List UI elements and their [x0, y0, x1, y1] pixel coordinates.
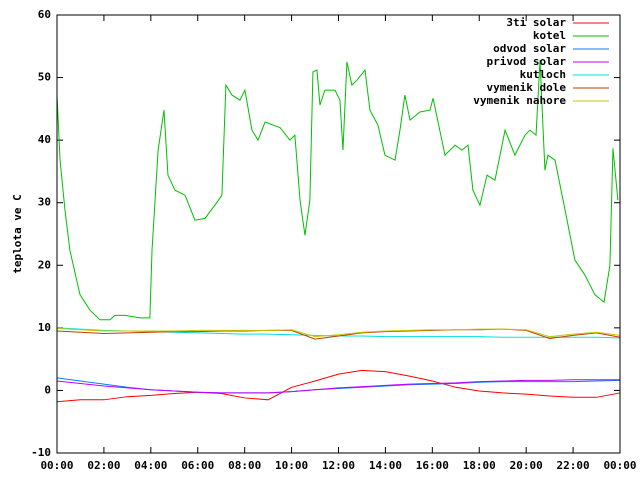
- y-tick-label: 0: [44, 383, 51, 396]
- x-tick-label: 16:00: [416, 459, 449, 472]
- legend-label: privod solar: [487, 55, 567, 68]
- x-tick-label: 04:00: [134, 459, 167, 472]
- x-tick-label: 20:00: [510, 459, 543, 472]
- x-tick-label: 22:00: [557, 459, 590, 472]
- y-axis-label: teplota ve C: [11, 194, 24, 273]
- legend-label: 3ti solar: [506, 16, 566, 29]
- series-line: [56, 369, 621, 403]
- y-tick-label: 50: [38, 71, 51, 84]
- x-tick-label: 06:00: [181, 459, 214, 472]
- y-tick-label: 30: [38, 196, 51, 209]
- legend-label: vymenik dole: [487, 81, 567, 94]
- x-tick-label: 10:00: [275, 459, 308, 472]
- series-line: [56, 379, 620, 394]
- x-tick-label: 14:00: [369, 459, 402, 472]
- legend-label: vymenik nahore: [473, 94, 566, 107]
- x-tick-label: 02:00: [87, 459, 120, 472]
- series-line: [56, 327, 621, 338]
- plot-frame: [56, 14, 621, 454]
- y-tick-label: 60: [38, 8, 51, 21]
- series-line: [56, 60, 619, 321]
- y-tick-label: -10: [31, 446, 51, 459]
- x-tick-label: 08:00: [228, 459, 261, 472]
- y-tick-label: 20: [38, 258, 51, 271]
- x-tick-label: 12:00: [322, 459, 355, 472]
- x-tick-label: 18:00: [463, 459, 496, 472]
- legend-label: kotel: [533, 29, 566, 42]
- series-line: [56, 328, 621, 340]
- y-tick-label: 10: [38, 321, 51, 334]
- legend-label: kutloch: [520, 68, 566, 81]
- x-tick-label: 00:00: [40, 459, 73, 472]
- legend-label: odvod solar: [493, 42, 566, 55]
- y-tick-label: 40: [38, 133, 51, 146]
- x-tick-label: 00:00: [603, 459, 636, 472]
